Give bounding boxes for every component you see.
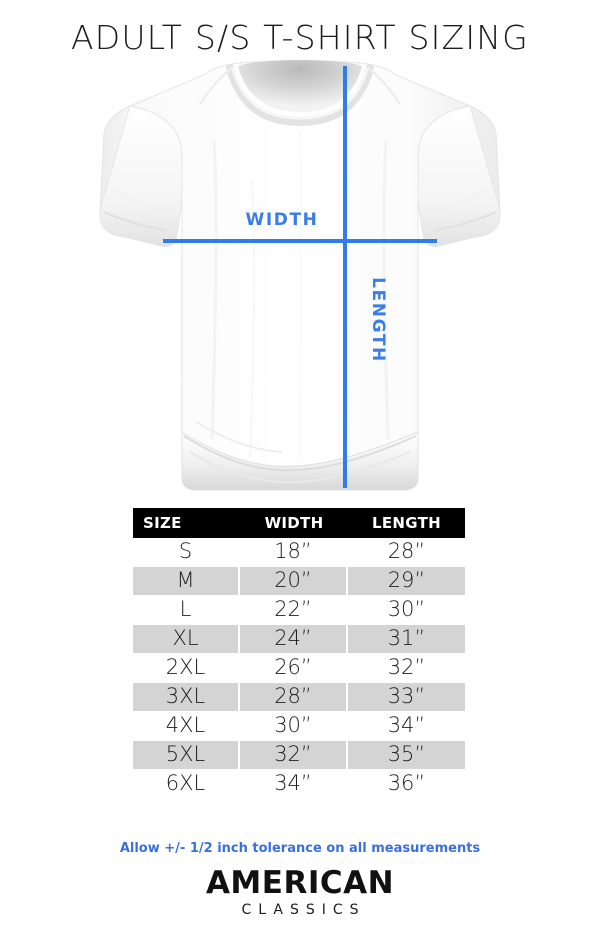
cell-size: 6XL xyxy=(133,770,240,799)
table-header-row: SIZE WIDTH LENGTH xyxy=(133,508,465,538)
column-header-width: WIDTH xyxy=(240,508,348,538)
table-row: S 18” 28” xyxy=(133,538,465,567)
table-row: 3XL 28” 33” xyxy=(133,683,465,712)
column-header-size: SIZE xyxy=(133,508,240,538)
cell-size: XL xyxy=(133,625,240,654)
cell-length: 29” xyxy=(348,567,465,596)
tolerance-note: Allow +/- 1/2 inch tolerance on all meas… xyxy=(119,841,481,856)
brand-tagline: CLASSICS xyxy=(241,901,366,918)
table-row: L 22” 30” xyxy=(133,596,465,625)
tshirt-graphic xyxy=(99,60,501,491)
cell-size: 4XL xyxy=(133,712,240,741)
cell-length: 36” xyxy=(348,770,465,799)
table-row: 2XL 26” 32” xyxy=(133,654,465,683)
cell-width: 24” xyxy=(240,625,348,654)
cell-length: 31” xyxy=(348,625,465,654)
cell-length: 35” xyxy=(348,741,465,770)
cell-width: 22” xyxy=(240,596,348,625)
cell-size: S xyxy=(133,538,240,567)
cell-length: 30” xyxy=(348,596,465,625)
cell-size: 2XL xyxy=(133,654,240,683)
cell-size: 5XL xyxy=(133,741,240,770)
cell-width: 34” xyxy=(240,770,348,799)
cell-width: 18” xyxy=(240,538,348,567)
cell-width: 30” xyxy=(240,712,348,741)
tshirt-illustration: WIDTH LENGTH xyxy=(0,60,600,500)
column-header-length: LENGTH xyxy=(348,508,465,538)
cell-size: M xyxy=(133,567,240,596)
page-title: ADULT S/S T-SHIRT SIZING xyxy=(71,18,529,57)
cell-width: 26” xyxy=(240,654,348,683)
brand-name: AMERICAN xyxy=(205,865,395,901)
table-row: 5XL 32” 35” xyxy=(133,741,465,770)
table-row: M 20” 29” xyxy=(133,567,465,596)
size-chart-table: SIZE WIDTH LENGTH S 18” 28” M 20” 29” L … xyxy=(133,508,465,799)
table-row: 6XL 34” 36” xyxy=(133,770,465,799)
cell-length: 33” xyxy=(348,683,465,712)
cell-width: 32” xyxy=(240,741,348,770)
cell-length: 32” xyxy=(348,654,465,683)
cell-size: 3XL xyxy=(133,683,240,712)
cell-length: 28” xyxy=(348,538,465,567)
table-row: 4XL 30” 34” xyxy=(133,712,465,741)
cell-length: 34” xyxy=(348,712,465,741)
cell-width: 20” xyxy=(240,567,348,596)
table-row: XL 24” 31” xyxy=(133,625,465,654)
brand-lockup: AMERICAN CLASSICS xyxy=(0,865,600,918)
cell-size: L xyxy=(133,596,240,625)
cell-width: 28” xyxy=(240,683,348,712)
